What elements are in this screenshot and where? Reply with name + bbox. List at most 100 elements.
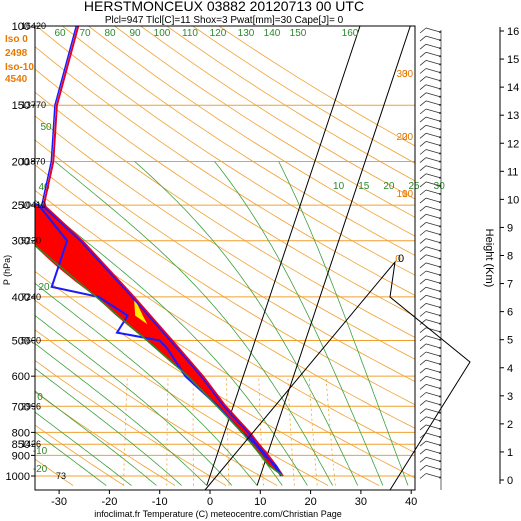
temperature-line (42, 26, 284, 477)
wind-barb-feather (419, 278, 427, 285)
hodograph-label-0: 0 (398, 253, 404, 265)
mixing-ratio-label: 0 (395, 254, 401, 265)
dry-adiabat (35, 424, 125, 486)
chart-title: HERSTMONCEUX 03882 20120713 00 UTC (84, 0, 364, 14)
moist-adiabat (35, 411, 132, 486)
wind-barb-station (439, 112, 441, 114)
dry-adiabat (35, 299, 329, 486)
wind-barb-station (439, 31, 441, 33)
wind-barb-feather (419, 246, 427, 253)
x-tick-label: -10 (152, 496, 168, 508)
wind-barb-station (439, 403, 441, 406)
wind-barb (425, 465, 441, 470)
wind-barb-station (439, 371, 441, 374)
dry-adiabat (35, 329, 278, 486)
dry-adiabat (35, 115, 415, 360)
sounding-lines (35, 26, 284, 477)
dry-adiabat (36, 26, 415, 276)
height-axis-label: Height (Km) (483, 229, 495, 288)
dry-adiabat-label: 40 (38, 182, 50, 193)
wind-barb (425, 35, 441, 41)
wind-barb-feather (419, 173, 427, 180)
x-tick-label: 40 (405, 496, 417, 508)
wind-barb-feather (419, 343, 427, 350)
height-tick-label: 14 (507, 82, 519, 94)
wind-barb (425, 456, 441, 462)
wind-barb (425, 473, 441, 478)
wind-barb (425, 181, 441, 187)
wind-barb-station (439, 355, 441, 357)
level-height-label: 16420 (21, 21, 46, 31)
dewpoint-line (35, 202, 283, 477)
wind-barb-station (439, 298, 441, 301)
x-tick-label: -20 (101, 496, 117, 508)
dry-adiabat-label: 120 (210, 28, 227, 39)
wind-barb (425, 359, 441, 365)
dry-adiabat-label: -10 (33, 446, 48, 457)
wind-barb-feather (419, 375, 427, 382)
x-tick-label: 30 (355, 496, 367, 508)
wind-barb-station (439, 306, 441, 309)
x-tick-label: 0 (207, 496, 213, 508)
height-tick-label: 7 (507, 279, 513, 291)
wind-barb-station (439, 225, 441, 228)
level-height-label: 9220 (21, 236, 41, 246)
wind-barb-station (439, 79, 441, 82)
wind-barb (425, 68, 441, 73)
height-tick-label: 12 (507, 138, 519, 150)
wind-barb-feather (419, 408, 427, 415)
wind-barb (425, 351, 441, 357)
wind-barbs (419, 27, 442, 490)
hodograph-trace (204, 260, 471, 491)
wind-barb (425, 238, 441, 243)
wind-barb-feather (419, 165, 427, 172)
wind-barb-feather (419, 100, 427, 107)
wind-barb-feather (419, 254, 427, 261)
dry-adiabat-label: 130 (238, 28, 255, 39)
height-tick-label: 3 (507, 391, 513, 403)
wind-barb-station (439, 39, 441, 42)
wind-barb-feather (419, 319, 427, 325)
height-tick-label: 6 (507, 307, 513, 319)
dry-adiabat-label: 160 (342, 28, 359, 39)
dry-adiabat (114, 26, 415, 218)
y-tick-label: 300 (12, 236, 30, 248)
moist-adiabat (35, 282, 258, 486)
mixing-ratio-line (166, 376, 169, 486)
wind-barb (425, 375, 441, 381)
wind-barb-station (439, 209, 441, 212)
moist-adiabat (35, 367, 182, 486)
dry-adiabat-label: 50 (40, 122, 52, 133)
wind-barb-station (439, 193, 441, 195)
wind-barb-feather (419, 43, 427, 50)
dry-adiabat (35, 270, 380, 486)
wind-barb (425, 116, 441, 122)
wind-barb (425, 270, 441, 276)
wind-barb-station (439, 395, 441, 398)
dry-adiabat (192, 26, 415, 164)
wind-barb (425, 400, 441, 405)
wind-barb-feather (419, 149, 427, 155)
wind-barb-station (439, 120, 441, 123)
wind-barb-station (439, 290, 441, 293)
wind-barb (425, 189, 441, 195)
height-tick-label: 1 (507, 447, 513, 459)
wind-barb-feather (419, 197, 427, 204)
wind-barb-station (439, 387, 441, 390)
wind-barb-feather (419, 335, 427, 342)
wind-barb-feather (419, 92, 427, 99)
y-tick-label: 900 (12, 450, 30, 462)
wind-barb-feather (419, 205, 427, 212)
axes: -30 -20 -10 0 10 20 30 401001502002503004005006… (5, 21, 519, 508)
wind-barb-station (439, 55, 441, 58)
wind-barb-station (439, 468, 441, 471)
wind-barb (425, 132, 441, 138)
wind-barb-feather (419, 384, 427, 390)
mixing-ratio-line (287, 376, 295, 486)
wind-barb-feather (419, 424, 427, 431)
level-height-label: 5600 (21, 336, 41, 346)
wind-barb-station (439, 87, 441, 90)
wind-barb-feather (419, 327, 427, 334)
x-tick-label: 10 (254, 496, 266, 508)
y-tick-label: 400 (12, 292, 30, 304)
